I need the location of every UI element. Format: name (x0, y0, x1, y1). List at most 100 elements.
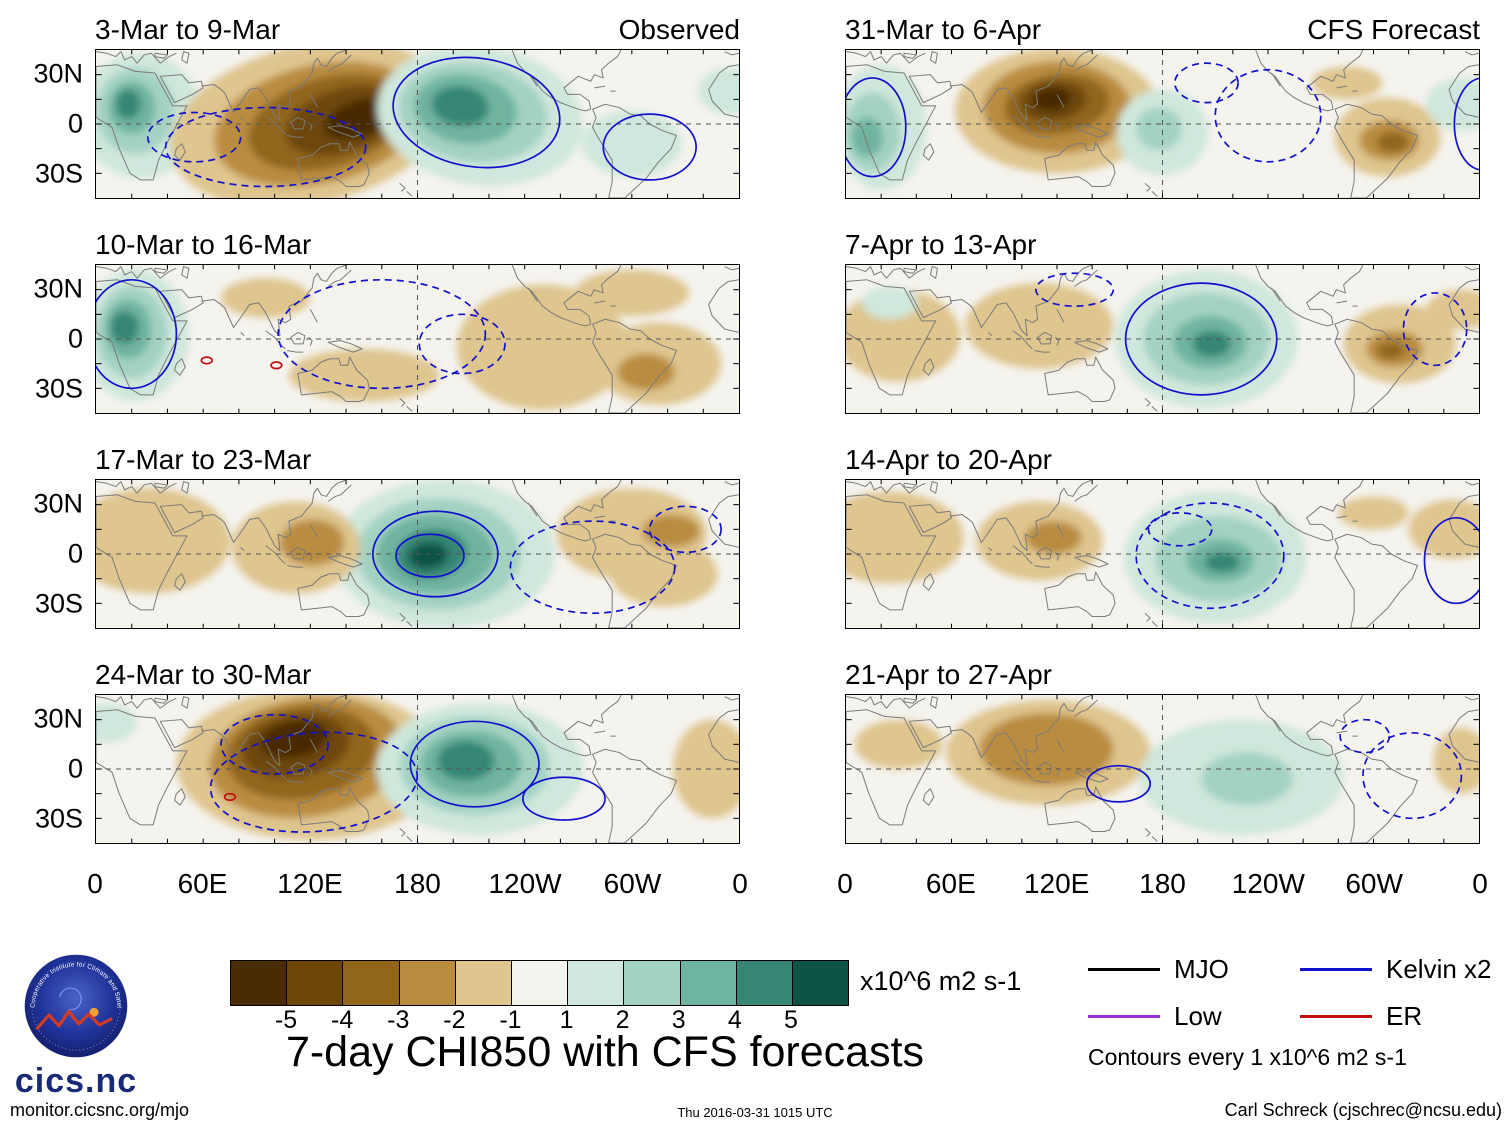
map-canvas (96, 695, 739, 843)
map-canvas (96, 50, 739, 198)
panel-title: 3-Mar to 9-Mar (95, 14, 281, 45)
timestamp: Thu 2016-03-31 1015 UTC (677, 1105, 833, 1120)
colorbar-cell (511, 961, 569, 1005)
x-tick: 120E (277, 868, 343, 899)
map-canvas (846, 50, 1479, 198)
x-axis-observed: 0 60E 120E 180 120W 60W 0 (87, 864, 748, 904)
observed-column: 3-Mar to 9-Mar Observed 30N 0 30S 10-Mar… (0, 4, 748, 904)
x-tick: 0 (1472, 868, 1488, 899)
y-tick-0: 0 (67, 753, 83, 784)
low-line-icon (1088, 1015, 1160, 1018)
legend-item-kelvin: Kelvin x2 (1300, 954, 1500, 985)
x-tick: 120W (1231, 868, 1305, 899)
legend-label: Low (1174, 1001, 1222, 1031)
x-tick: 60W (603, 868, 662, 899)
mjo-line-icon (1088, 968, 1160, 971)
y-tick-30s: 30S (34, 373, 83, 404)
panel-title: 24-Mar to 30-Mar (95, 659, 312, 690)
y-tick-0: 0 (67, 108, 83, 139)
x-tick: 120E (1023, 868, 1090, 899)
y-axis-labels: 30N 0 30S (0, 479, 95, 629)
panel-title: 17-Mar to 23-Mar (95, 444, 312, 475)
logo-mountains-icon (35, 1009, 113, 1031)
colorbar-tick-label: -1 (499, 1006, 522, 1034)
kelvin-line-icon (1300, 968, 1372, 971)
legend-label: Kelvin x2 (1386, 954, 1492, 984)
x-tick: 60E (177, 868, 228, 899)
cics-logo: Cooperative Institute for Climate and Sa… (22, 952, 128, 1058)
y-tick-30n: 30N (33, 703, 83, 734)
panel-title: 14-Apr to 20-Apr (845, 444, 1052, 475)
panel-observed-2: 10-Mar to 16-Mar 30N 0 30S (0, 219, 740, 414)
panel-title: 21-Apr to 27-Apr (845, 659, 1052, 690)
map-canvas (846, 265, 1479, 413)
legend-item-mjo: MJO (1088, 954, 1300, 985)
map-panel (95, 264, 740, 414)
map-canvas (846, 480, 1479, 628)
y-tick-30s: 30S (34, 803, 83, 834)
logo-name: cics.nc (14, 1062, 138, 1100)
x-tick: 0 (732, 868, 748, 899)
logo-dotted-ring (31, 961, 121, 1051)
y-tick-30n: 30N (33, 273, 83, 304)
colorbar-labels: -5 -4 -3 -2 -1 1 2 3 4 5 (230, 1006, 847, 1034)
map-panel (845, 694, 1480, 844)
x-axis-forecast: 0 60E 120E 180 120W 60W 0 (837, 864, 1488, 904)
y-axis-labels: 30N 0 30S (0, 694, 95, 844)
x-tick: 60E (925, 868, 976, 899)
panel-title: 31-Mar to 6-Apr (845, 14, 1042, 45)
y-axis-labels: 30N 0 30S (0, 264, 95, 414)
legend-label: ER (1386, 1001, 1423, 1031)
map-canvas (96, 480, 739, 628)
panel-observed-3: 17-Mar to 23-Mar 30N 0 30S (0, 434, 740, 629)
colorbar-cell (343, 961, 400, 1005)
colorbar-tick-label: -4 (331, 1006, 354, 1034)
contour-interval-note: Contours every 1 x10^6 m2 s-1 (1088, 1044, 1407, 1070)
legend-item-er: ER (1300, 1001, 1500, 1032)
panel-title: 10-Mar to 16-Mar (95, 229, 312, 260)
colorbar-tick-label: 2 (615, 1006, 630, 1034)
colorbar-cell (568, 961, 625, 1005)
colorbar-tick-label: 3 (671, 1006, 686, 1034)
author-credit: Carl Schreck (cjschrec@ncsu.edu) (1224, 1100, 1502, 1120)
colorbar-cell (455, 961, 512, 1005)
colorbar-cell (399, 961, 456, 1005)
er-line-icon (1300, 1015, 1372, 1018)
y-axis-labels: 30N 0 30S (0, 49, 95, 199)
column-tag: Observed (618, 14, 740, 45)
colorbar-tick-label: -3 (387, 1006, 410, 1034)
x-tick: 180 (1139, 868, 1186, 899)
colorbar-cell (680, 961, 737, 1005)
x-tick: 0 (837, 868, 853, 899)
forecast-column: 31-Mar to 6-Apr CFS Forecast 7-Apr to 13… (837, 4, 1488, 904)
logo-sun-icon (89, 1007, 99, 1017)
logo-disc (24, 954, 128, 1058)
panel-forecast-3: 14-Apr to 20-Apr (845, 434, 1480, 629)
x-tick: 60W (1345, 868, 1403, 899)
map-panel (845, 479, 1480, 629)
legend-item-low: Low (1088, 1001, 1300, 1032)
site-url: monitor.cicsnc.org/mjo (10, 1100, 190, 1120)
map-panel (845, 49, 1480, 199)
panel-forecast-2: 7-Apr to 13-Apr (845, 219, 1480, 414)
y-tick-30s: 30S (34, 158, 83, 189)
x-tick: 180 (394, 868, 441, 899)
colorbar-tick-label: 5 (783, 1006, 798, 1034)
y-tick-0: 0 (67, 538, 83, 569)
map-panel (845, 264, 1480, 414)
map-canvas (96, 265, 739, 413)
panel-title: 7-Apr to 13-Apr (845, 229, 1037, 260)
colorbar-tick-label: -5 (274, 1006, 298, 1034)
footer-section: Cooperative Institute for Climate and Sa… (0, 902, 1510, 1127)
colorbar-cell (231, 961, 288, 1005)
colorbar-tick-label: 4 (727, 1006, 742, 1034)
colorbar-cell (736, 961, 793, 1005)
map-canvas (846, 695, 1479, 843)
x-tick: 0 (87, 868, 103, 899)
legend-label: MJO (1174, 954, 1229, 984)
figure-title: 7-day CHI850 with CFS forecasts (285, 1028, 925, 1076)
panel-observed-4: 24-Mar to 30-Mar 30N 0 30S (0, 649, 740, 844)
y-tick-0: 0 (67, 323, 83, 354)
map-panel (95, 479, 740, 629)
